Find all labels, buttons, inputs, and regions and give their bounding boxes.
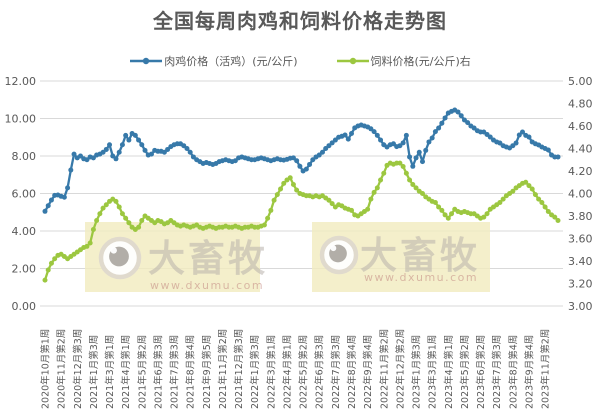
- y-axis-left-labels: 12.00 10.00 8.00 6.00 4.00 2.00 0.00: [5, 75, 37, 313]
- svg-text:4.40: 4.40: [568, 142, 593, 155]
- svg-text:4.20: 4.20: [568, 165, 593, 178]
- svg-text:2.00: 2.00: [12, 262, 37, 275]
- chart-legend: 肉鸡价格（活鸡）(元/公斤) 饲料价格(元/公斤)右: [0, 52, 600, 70]
- svg-text:2021年12月第3周: 2021年12月第3周: [233, 329, 245, 409]
- svg-text:2023年6月第2周: 2023年6月第2周: [475, 335, 487, 409]
- broiler-line-marker-icon: [130, 57, 163, 65]
- svg-text:2020年12月第3周: 2020年12月第3周: [72, 329, 84, 409]
- svg-text:2022年11月第2周: 2022年11月第2周: [378, 329, 390, 409]
- svg-text:2023年7月第3周: 2023年7月第3周: [491, 335, 503, 409]
- y-axis-right-labels: 5.00 4.80 4.60 4.40 4.20 4.00 3.80 3.60 3.40 3.20…: [568, 75, 593, 313]
- legend-item-feed-price: 饲料价格(元/公斤)右: [336, 53, 471, 69]
- svg-text:2022年5月第2周: 2022年5月第2周: [298, 335, 310, 409]
- svg-text:2022年4月第1周: 2022年4月第1周: [281, 335, 293, 409]
- svg-text:4.80: 4.80: [568, 97, 593, 110]
- svg-text:8.00: 8.00: [12, 150, 37, 163]
- svg-text:2021年8月第4周: 2021年8月第4周: [185, 335, 197, 409]
- svg-text:2020年11月第2周: 2020年11月第2周: [56, 329, 68, 409]
- broiler-price-series: [42, 107, 561, 214]
- svg-text:4.00: 4.00: [12, 225, 37, 238]
- feed-price-series: [42, 160, 561, 283]
- svg-text:10.00: 10.00: [5, 112, 37, 125]
- svg-text:2021年9月第5周: 2021年9月第5周: [201, 335, 213, 409]
- svg-text:2022年9月第4周: 2022年9月第4周: [362, 335, 374, 409]
- svg-text:2021年11月第2周: 2021年11月第2周: [217, 329, 229, 409]
- svg-text:4.60: 4.60: [568, 120, 593, 133]
- svg-text:2022年12月第2周: 2022年12月第2周: [394, 329, 406, 409]
- svg-text:2021年1月第3周: 2021年1月第3周: [88, 335, 100, 409]
- svg-text:3.20: 3.20: [568, 277, 593, 290]
- svg-text:12.00: 12.00: [5, 75, 37, 88]
- svg-text:2023年9月第4周: 2023年9月第4周: [523, 335, 535, 409]
- legend-label-broiler: 肉鸡价格（活鸡）(元/公斤): [164, 55, 298, 68]
- svg-text:2021年5月第2周: 2021年5月第2周: [136, 335, 148, 409]
- legend-item-broiler-price: 肉鸡价格（活鸡）(元/公斤): [129, 53, 298, 69]
- svg-text:2021年3月第1周: 2021年3月第1周: [104, 335, 116, 409]
- eye-logo-icon: [98, 236, 142, 280]
- svg-text:3.00: 3.00: [568, 300, 593, 313]
- svg-text:2022年6月第3周: 2022年6月第3周: [314, 335, 326, 409]
- svg-text:2022年1月第3周: 2022年1月第3周: [249, 335, 261, 409]
- svg-text:2021年7月第3周: 2021年7月第3周: [169, 335, 181, 409]
- feed-line-marker-icon: [336, 57, 369, 65]
- svg-text:2023年3月第1周: 2023年3月第1周: [427, 335, 439, 409]
- watermark-url-text: www.dxumu.com: [150, 279, 264, 292]
- svg-text:4.00: 4.00: [568, 187, 593, 200]
- watermark-url-text: www.dxumu.com: [364, 271, 478, 284]
- svg-text:2022年7月第3周: 2022年7月第3周: [330, 335, 342, 409]
- watermark-brand-text: 大畜牧: [360, 234, 480, 277]
- svg-text:2023年4月第1周: 2023年4月第1周: [443, 335, 455, 409]
- svg-text:5.00: 5.00: [568, 75, 593, 88]
- svg-text:2020年10月第1周: 2020年10月第1周: [40, 329, 52, 409]
- svg-text:2023年11月第2周: 2023年11月第2周: [540, 329, 552, 409]
- svg-text:2022年3月第1周: 2022年3月第1周: [265, 335, 277, 409]
- svg-text:0.00: 0.00: [12, 300, 37, 313]
- svg-text:3.80: 3.80: [568, 210, 593, 223]
- svg-text:2023年8月第4周: 2023年8月第4周: [507, 335, 519, 409]
- svg-text:3.40: 3.40: [568, 255, 593, 268]
- svg-text:2021年6月第3周: 2021年6月第3周: [152, 335, 164, 409]
- svg-text:2021年4月第1周: 2021年4月第1周: [120, 335, 132, 409]
- eye-logo-icon: [319, 235, 359, 275]
- chart-title: 全国每周肉鸡和饲料价格走势图: [153, 9, 447, 33]
- svg-text:6.00: 6.00: [12, 187, 37, 200]
- svg-text:2023年5月第2周: 2023年5月第2周: [459, 335, 471, 409]
- watermark-brand-text: 大畜牧: [148, 237, 268, 280]
- legend-label-feed: 饲料价格(元/公斤)右: [370, 55, 471, 68]
- x-axis-labels: 2020年10月第1周 2020年11月第2周 2020年12月第3周 2021年1月…: [40, 329, 552, 409]
- svg-text:2022年8月第4周: 2022年8月第4周: [346, 335, 358, 409]
- svg-text:2023年1月第3周: 2023年1月第3周: [411, 335, 423, 409]
- svg-text:3.60: 3.60: [568, 232, 593, 245]
